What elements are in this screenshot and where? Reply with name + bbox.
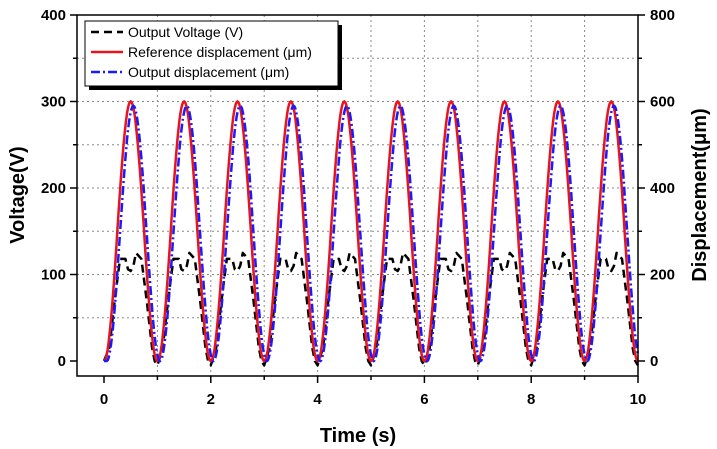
legend-label-output: Output displacement (μm) xyxy=(128,64,289,80)
y-tick-label: 100 xyxy=(41,267,66,284)
y-tick-label: 400 xyxy=(41,7,66,24)
x-tick-label: 10 xyxy=(630,391,647,408)
series-group xyxy=(102,99,640,367)
series-line-output-voltage xyxy=(102,251,640,367)
x-tick-label: 0 xyxy=(100,391,108,408)
y2-axis-title: Displacement(μm) xyxy=(689,108,711,281)
x-tick-label: 8 xyxy=(527,391,535,408)
legend-label-reference: Reference displacement (μm) xyxy=(128,44,312,60)
plot-frame xyxy=(76,14,639,377)
legend: Output Voltage (V) Reference displacemen… xyxy=(84,20,342,90)
x-axis-title: Time (s) xyxy=(320,425,396,447)
x-tick-label: 2 xyxy=(207,391,215,408)
y2-tick-label: 0 xyxy=(650,353,658,370)
y2-tick-label: 800 xyxy=(650,7,675,24)
legend-box xyxy=(84,20,339,87)
x-tick-label: 6 xyxy=(420,391,428,408)
y-tick-label: 200 xyxy=(41,180,66,197)
y-tick-label: 300 xyxy=(41,94,66,111)
series-line-output-displacement xyxy=(104,104,640,363)
y2-tick-label: 200 xyxy=(650,267,675,284)
y2-tick-label: 400 xyxy=(650,180,675,197)
ticks xyxy=(70,14,645,383)
legend-label-voltage: Output Voltage (V) xyxy=(128,24,243,40)
y-tick-label: 0 xyxy=(58,353,66,370)
y2-tick-label: 600 xyxy=(650,94,675,111)
y-axis-title: Voltage(V) xyxy=(7,146,29,243)
series-line-reference-displacement xyxy=(103,99,639,363)
x-tick-label: 4 xyxy=(313,391,322,408)
